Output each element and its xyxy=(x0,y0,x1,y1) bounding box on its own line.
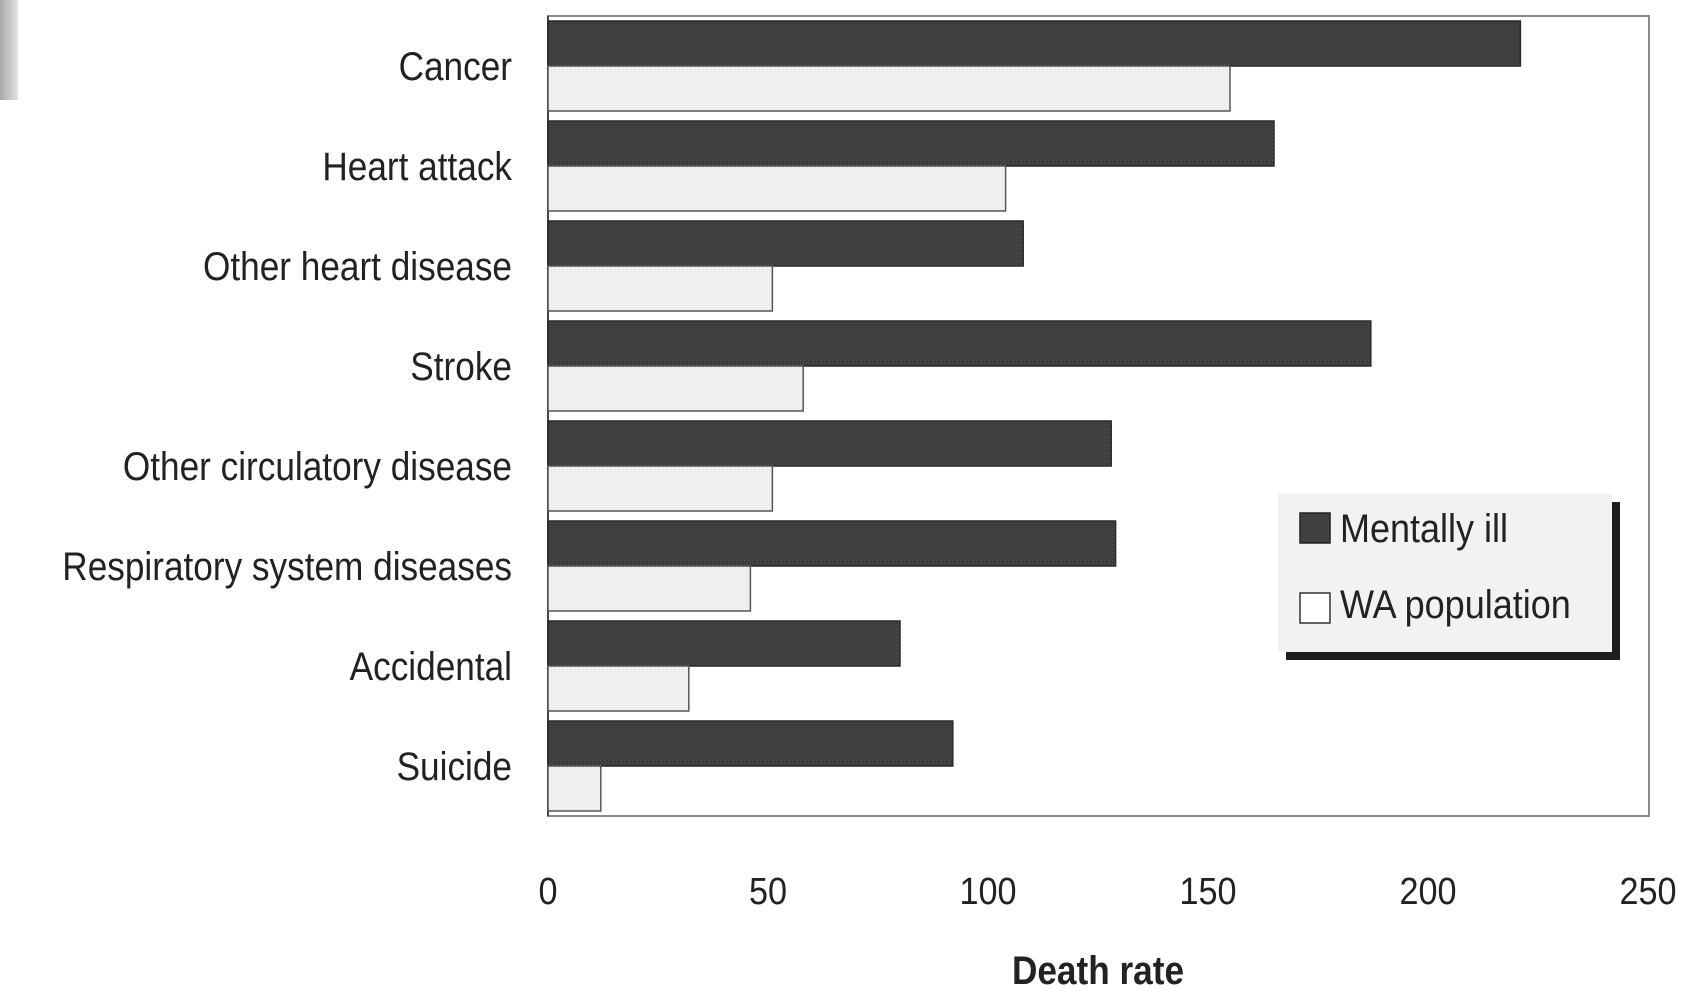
bar-mentally-ill-respiratory-system-diseases xyxy=(547,520,1117,567)
corner-decoration xyxy=(0,0,18,100)
x-tick-labels: 0 50 100 150 200 250 xyxy=(538,869,1676,912)
category-label-other-heart-disease: Other heart disease xyxy=(203,244,512,289)
x-tick-label-100: 100 xyxy=(959,869,1016,912)
bar-mentally-ill-stroke xyxy=(547,320,1372,367)
x-tick-label-200: 200 xyxy=(1399,869,1456,912)
bars xyxy=(547,20,1522,812)
bar-wa-population-heart-attack xyxy=(547,165,1007,212)
x-tick-label-50: 50 xyxy=(749,869,787,912)
legend-label-mentally-ill: Mentally ill xyxy=(1340,507,1508,551)
bar-mentally-ill-suicide xyxy=(547,720,954,767)
x-tick-label-0: 0 xyxy=(538,869,557,912)
category-label-respiratory-system-diseases: Respiratory system diseases xyxy=(62,544,512,589)
bar-wa-population-suicide xyxy=(547,765,602,812)
bar-mentally-ill-heart-attack xyxy=(547,120,1275,167)
x-tick-label-250: 250 xyxy=(1619,869,1676,912)
category-labels: Cancer Heart attack Other heart disease Str… xyxy=(62,44,512,789)
category-label-other-circulatory-disease: Other circulatory disease xyxy=(123,444,512,489)
bar-wa-population-cancer xyxy=(547,65,1231,112)
x-axis-title: Death rate xyxy=(1012,948,1184,990)
bar-mentally-ill-accidental xyxy=(547,620,901,667)
category-label-heart-attack: Heart attack xyxy=(322,144,512,189)
category-label-suicide: Suicide xyxy=(397,744,512,789)
category-label-stroke: Stroke xyxy=(410,344,512,389)
legend-box xyxy=(1278,494,1612,652)
legend-swatch-wa-population xyxy=(1299,592,1331,624)
bar-mentally-ill-other-heart-disease xyxy=(547,220,1024,267)
category-label-cancer: Cancer xyxy=(399,44,512,89)
bar-mentally-ill-other-circulatory-disease xyxy=(547,420,1112,467)
x-tick-label-150: 150 xyxy=(1179,869,1236,912)
category-label-accidental: Accidental xyxy=(350,644,512,689)
bar-wa-population-stroke xyxy=(547,365,804,412)
legend: Mentally ill WA population xyxy=(1278,494,1620,660)
legend-label-wa-population: WA population xyxy=(1340,583,1571,627)
bar-wa-population-other-circulatory-disease xyxy=(547,465,774,512)
bar-wa-population-respiratory-system-diseases xyxy=(547,565,752,612)
legend-swatch-mentally-ill xyxy=(1299,512,1331,544)
bar-wa-population-other-heart-disease xyxy=(547,265,774,312)
bar-mentally-ill-cancer xyxy=(547,20,1522,67)
bar-wa-population-accidental xyxy=(547,665,690,712)
